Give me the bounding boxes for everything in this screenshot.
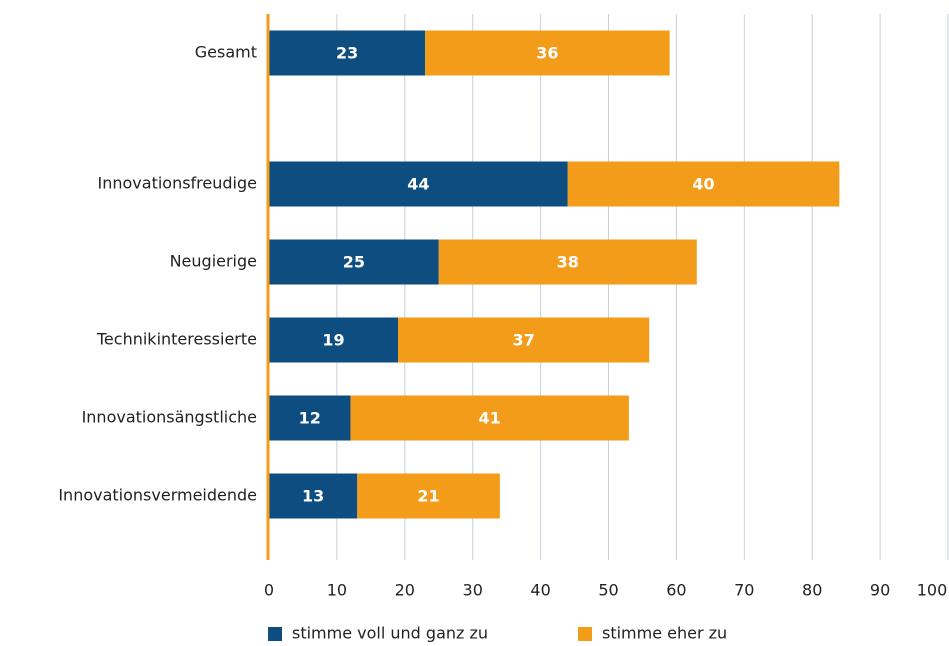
legend-label: stimme eher zu bbox=[602, 624, 727, 643]
value-label: 36 bbox=[536, 44, 558, 63]
x-tick-label: 90 bbox=[870, 581, 890, 600]
y-tick-label: Innovationsvermeidende bbox=[58, 486, 257, 505]
value-label: 37 bbox=[512, 331, 534, 350]
bar-segment bbox=[567, 161, 840, 207]
x-tick-label: 100 bbox=[917, 581, 948, 600]
x-tick-label: 60 bbox=[666, 581, 686, 600]
bar-segment bbox=[269, 161, 568, 207]
x-tick-label: 40 bbox=[530, 581, 550, 600]
legend-swatch bbox=[268, 627, 282, 641]
y-tick-label: Neugierige bbox=[170, 252, 257, 271]
x-tick-label: 0 bbox=[264, 581, 274, 600]
bar-segment bbox=[269, 239, 439, 285]
bar-segment bbox=[438, 239, 697, 285]
bar-segment bbox=[269, 395, 351, 441]
x-tick-label: 70 bbox=[734, 581, 754, 600]
value-label: 25 bbox=[343, 253, 365, 272]
bar-segment bbox=[398, 317, 650, 363]
value-label: 38 bbox=[557, 253, 579, 272]
legend-swatch bbox=[578, 627, 592, 641]
x-tick-label: 80 bbox=[802, 581, 822, 600]
x-tick-label: 20 bbox=[395, 581, 415, 600]
bar-segment bbox=[425, 30, 670, 76]
x-tick-label: 50 bbox=[598, 581, 618, 600]
y-tick-label: Technikinteressierte bbox=[96, 330, 257, 349]
value-label: 44 bbox=[407, 175, 429, 194]
bar-segment bbox=[269, 473, 358, 519]
value-label: 12 bbox=[299, 409, 321, 428]
x-tick-label: 30 bbox=[463, 581, 483, 600]
value-label: 23 bbox=[336, 44, 358, 63]
value-label: 41 bbox=[479, 409, 501, 428]
bar-segment bbox=[357, 473, 500, 519]
value-label: 13 bbox=[302, 487, 324, 506]
y-tick-label: Innovationsängstliche bbox=[82, 408, 257, 427]
bar-segment bbox=[269, 30, 426, 76]
bar-segment bbox=[269, 317, 399, 363]
y-tick-label: Gesamt bbox=[195, 43, 257, 62]
bar-segment bbox=[350, 395, 629, 441]
value-label: 40 bbox=[692, 175, 714, 194]
value-label: 21 bbox=[417, 487, 439, 506]
x-tick-label: 10 bbox=[327, 581, 347, 600]
legend-label: stimme voll und ganz zu bbox=[292, 624, 488, 643]
y-tick-label: Innovationsfreudige bbox=[98, 174, 258, 193]
value-label: 19 bbox=[322, 331, 344, 350]
